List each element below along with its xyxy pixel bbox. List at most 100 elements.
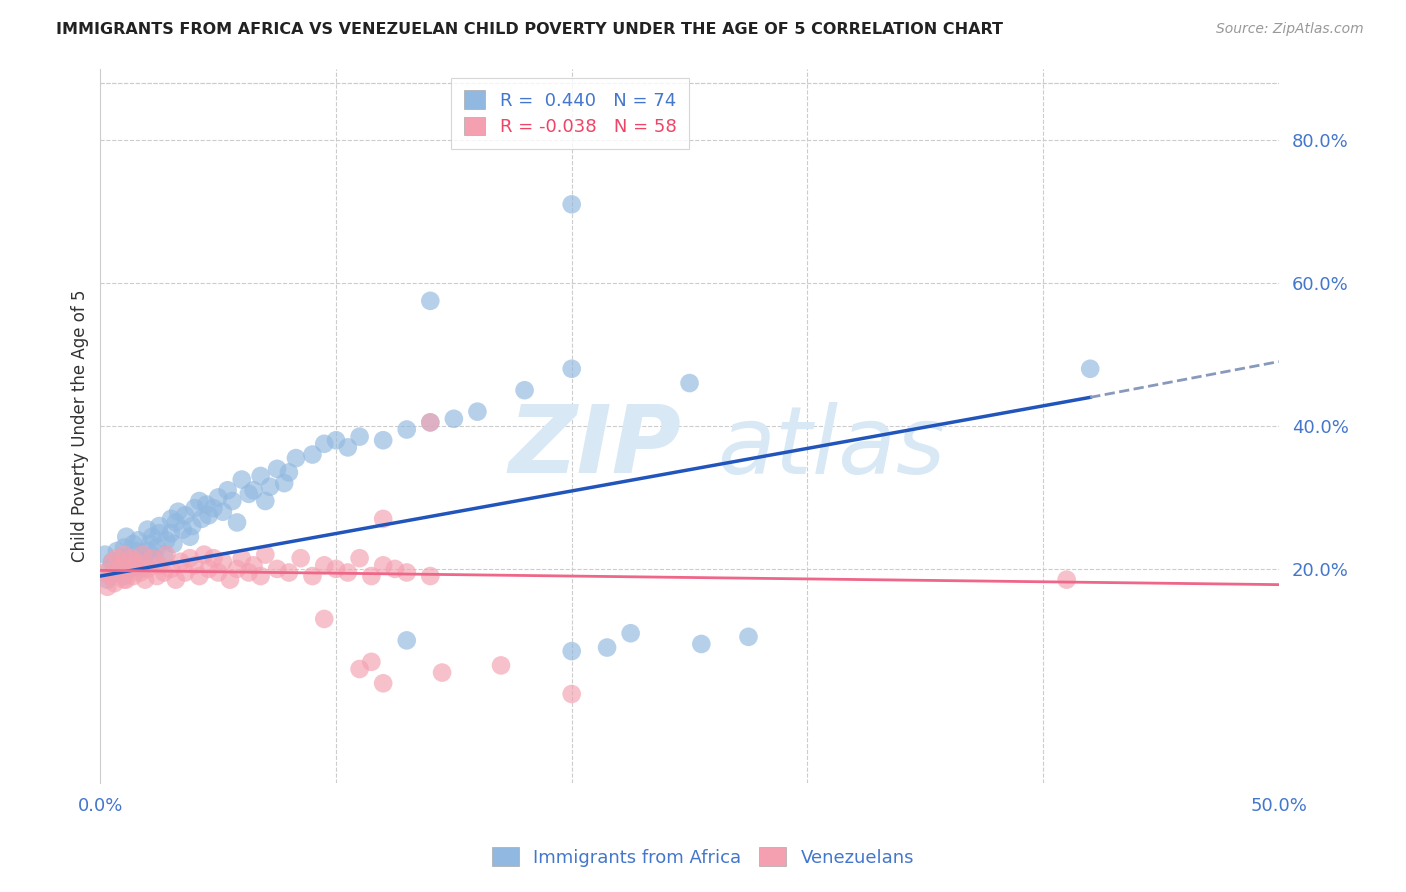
Point: [277, 466, 299, 480]
Point: [349, 662, 371, 676]
Point: [373, 676, 395, 690]
Point: [122, 537, 145, 551]
Point: [513, 383, 536, 397]
Point: [136, 544, 159, 558]
Point: [395, 423, 418, 437]
Point: [125, 544, 148, 558]
Point: [266, 462, 288, 476]
Point: [127, 533, 149, 548]
Point: [108, 558, 131, 573]
Point: [207, 566, 229, 580]
Point: [349, 430, 371, 444]
Point: [160, 512, 183, 526]
Point: [325, 434, 347, 448]
Point: [373, 512, 395, 526]
Point: [373, 558, 395, 573]
Point: [249, 569, 271, 583]
Point: [103, 576, 125, 591]
Point: [620, 626, 643, 640]
Point: [125, 555, 148, 569]
Point: [188, 494, 211, 508]
Point: [314, 558, 336, 573]
Legend: Immigrants from Africa, Venezuelans: Immigrants from Africa, Venezuelans: [485, 840, 921, 874]
Point: [202, 551, 225, 566]
Point: [132, 548, 155, 562]
Point: [143, 551, 166, 566]
Point: [110, 558, 132, 573]
Text: atlas: atlas: [717, 402, 945, 493]
Point: [301, 448, 323, 462]
Point: [162, 537, 184, 551]
Point: [231, 551, 253, 566]
Text: Source: ZipAtlas.com: Source: ZipAtlas.com: [1216, 22, 1364, 37]
Point: [108, 562, 131, 576]
Point: [561, 687, 583, 701]
Point: [561, 197, 583, 211]
Point: [325, 562, 347, 576]
Point: [273, 476, 295, 491]
Point: [219, 573, 242, 587]
Point: [285, 451, 308, 466]
Point: [373, 434, 395, 448]
Point: [277, 566, 299, 580]
Point: [349, 551, 371, 566]
Point: [242, 483, 264, 498]
Point: [254, 494, 277, 508]
Point: [254, 548, 277, 562]
Point: [115, 530, 138, 544]
Point: [153, 566, 176, 580]
Point: [179, 551, 201, 566]
Point: [212, 555, 235, 569]
Point: [489, 658, 512, 673]
Point: [212, 505, 235, 519]
Point: [174, 508, 197, 523]
Point: [120, 562, 142, 576]
Point: [238, 566, 260, 580]
Point: [136, 523, 159, 537]
Point: [122, 569, 145, 583]
Point: [1056, 573, 1078, 587]
Point: [336, 441, 359, 455]
Point: [153, 548, 176, 562]
Point: [132, 548, 155, 562]
Point: [101, 555, 124, 569]
Point: [207, 491, 229, 505]
Point: [117, 562, 139, 576]
Point: [737, 630, 759, 644]
Point: [141, 551, 163, 566]
Point: [395, 633, 418, 648]
Point: [139, 537, 162, 551]
Point: [1078, 361, 1101, 376]
Point: [101, 555, 124, 569]
Point: [217, 483, 239, 498]
Point: [259, 480, 281, 494]
Point: [690, 637, 713, 651]
Point: [96, 573, 118, 587]
Point: [146, 541, 169, 555]
Point: [169, 555, 191, 569]
Point: [94, 566, 117, 580]
Point: [314, 437, 336, 451]
Point: [188, 569, 211, 583]
Point: [197, 562, 219, 576]
Point: [127, 558, 149, 573]
Point: [384, 562, 406, 576]
Point: [148, 526, 170, 541]
Point: [160, 562, 183, 576]
Point: [172, 523, 194, 537]
Point: [148, 519, 170, 533]
Point: [197, 508, 219, 523]
Point: [290, 551, 312, 566]
Point: [155, 548, 177, 562]
Point: [96, 580, 118, 594]
Point: [141, 530, 163, 544]
Point: [419, 293, 441, 308]
Point: [112, 569, 135, 583]
Point: [117, 551, 139, 566]
Point: [314, 612, 336, 626]
Point: [226, 562, 249, 576]
Point: [98, 562, 121, 576]
Point: [249, 469, 271, 483]
Point: [94, 548, 117, 562]
Point: [561, 644, 583, 658]
